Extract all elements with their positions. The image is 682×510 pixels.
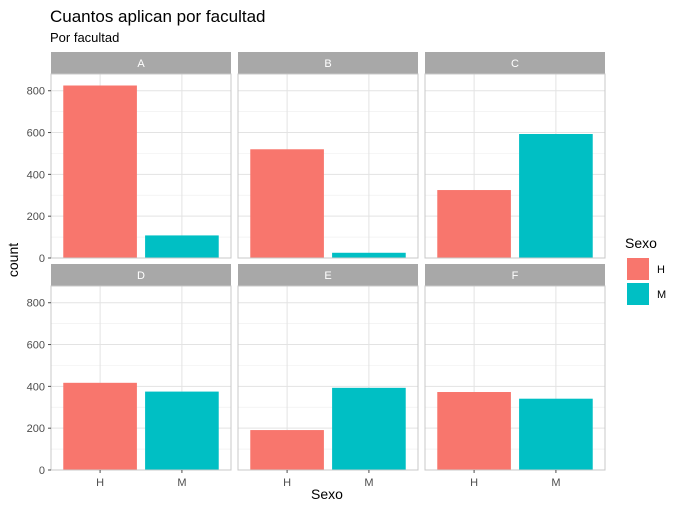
legend: Sexo HM [625,235,666,305]
legend-items: HM [627,258,666,305]
x-axis-title: Sexo [311,486,343,502]
facet-strip-label: D [137,270,145,282]
bar-F-M [519,398,593,470]
y-tick-label: 600 [27,340,45,352]
facet-strip [238,52,418,74]
facet-panel-D: D [50,264,232,471]
facet-strip-label: C [511,58,519,70]
panel-border [237,73,419,259]
legend-label-M: M [657,289,666,301]
bar-B-H [250,149,324,258]
y-tick-label: 800 [27,298,45,310]
chart-subtitle: Por facultad [50,30,119,45]
facet-strip-label: F [512,270,519,282]
bar-A-M [145,235,219,258]
bar-D-H [63,382,137,470]
y-tick-label: 400 [27,381,45,393]
y-tick-label: 800 [27,86,45,98]
panel-border [50,285,232,471]
facet-strip [425,264,605,286]
facet-panel-C: C [424,52,606,259]
bar-F-H [437,392,511,470]
bar-D-M [145,391,219,470]
facet-strip [425,52,605,74]
y-axis-title: count [5,243,21,277]
facet-strip-label: B [324,58,331,70]
y-tick-label: 400 [27,169,45,181]
facet-panel-B: B [237,52,419,259]
panel-border [424,285,606,471]
x-tick-label: M [364,477,373,489]
legend-key-H [627,258,649,280]
y-tick-label: 200 [27,423,45,435]
x-tick-label: H [470,477,478,489]
bar-E-H [250,430,324,470]
panel-border [424,73,606,259]
bar-C-H [437,190,511,258]
panel-border [237,285,419,471]
facet-strip [238,264,418,286]
panel-border [50,73,232,259]
facet-panel-F: F [424,264,606,471]
facet-panel-A: A [50,52,232,259]
x-tick-label: M [177,477,186,489]
bar-C-M [519,134,593,258]
facet-strip [51,264,231,286]
x-tick-label: M [551,477,560,489]
y-tick-label: 200 [27,211,45,223]
facet-panel-E: E [237,264,419,471]
chart-title: Cuantos aplican por facultad [50,7,265,26]
facet-strip [51,52,231,74]
x-tick-label: H [283,477,291,489]
legend-title: Sexo [625,235,657,251]
bar-A-H [63,85,137,258]
facet-panels: A B C D E F [50,52,606,471]
x-tick-label: H [96,477,104,489]
y-tick-label: 600 [27,128,45,140]
axes: 0 200 400 600 800 0 200 400 600 800 H M H M H M [27,86,561,489]
bar-E-M [332,387,406,470]
facet-strip-label: E [324,270,331,282]
legend-label-H: H [657,264,665,276]
y-tick-label: 0 [39,465,45,477]
bar-B-M [332,252,406,258]
facet-strip-label: A [137,58,145,70]
y-tick-label: 0 [39,253,45,265]
legend-key-M [627,283,649,305]
